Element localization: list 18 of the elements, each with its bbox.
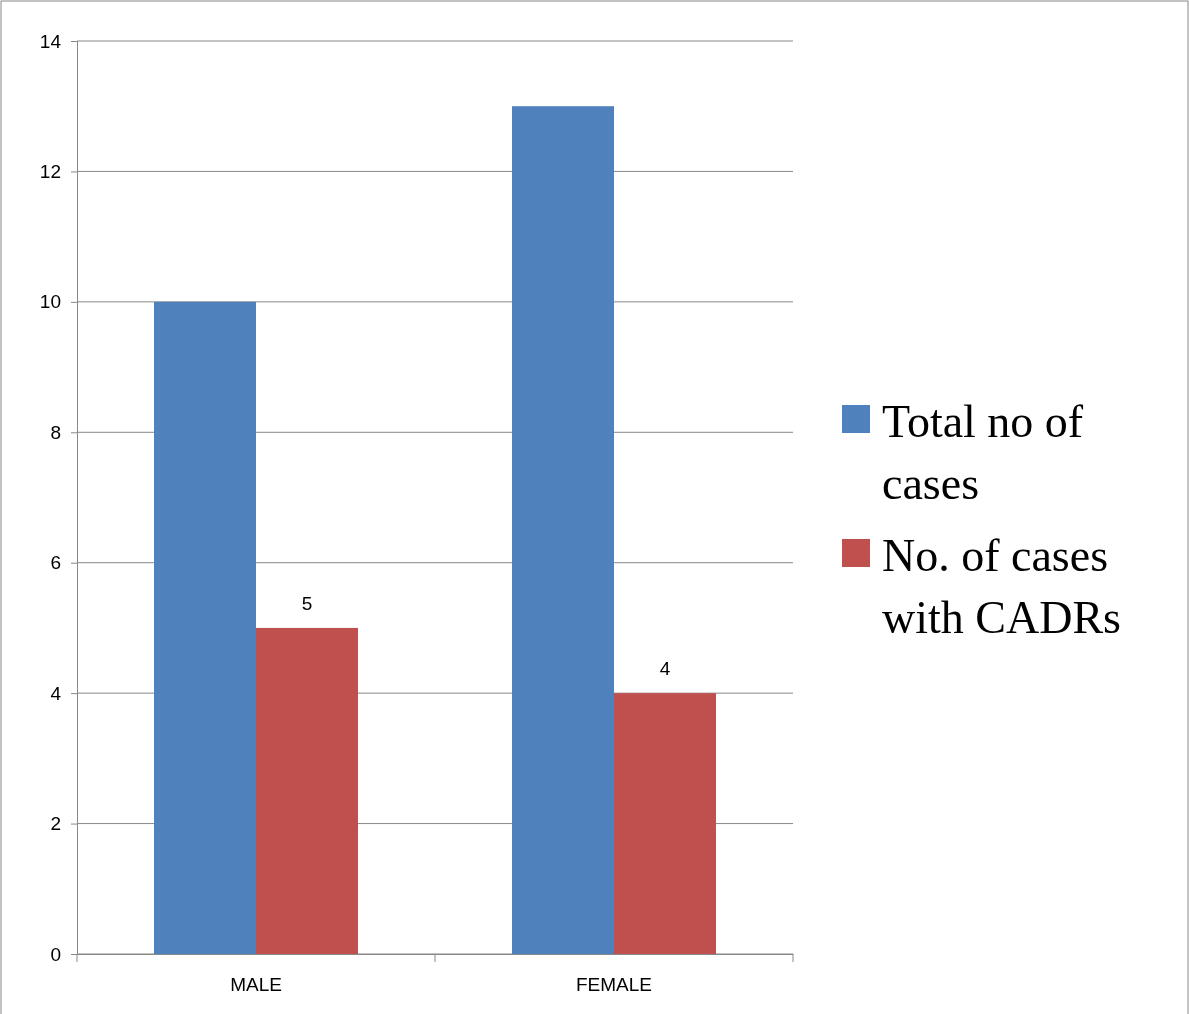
- y-tick-label: 10: [39, 291, 61, 313]
- x-tick-label: FEMALE: [575, 974, 653, 996]
- y-tick-label: 6: [50, 552, 61, 574]
- y-tick-label: 14: [39, 30, 62, 52]
- y-tick-label: 12: [39, 161, 61, 183]
- bar: [512, 106, 614, 954]
- bar: [614, 693, 716, 954]
- y-tick-label: 4: [50, 682, 62, 704]
- y-tick-label: 2: [50, 813, 61, 835]
- legend-label: No. of cases with CADRs: [882, 530, 1121, 643]
- y-tick-label: 8: [50, 421, 61, 443]
- y-tick-label: 0: [50, 943, 61, 965]
- data-label: 4: [659, 658, 671, 680]
- x-tick-label: MALE: [230, 974, 282, 996]
- bar: [154, 301, 256, 954]
- data-label: 5: [301, 592, 313, 614]
- legend-label: Total no of cases: [882, 396, 1084, 509]
- bar: [256, 627, 358, 954]
